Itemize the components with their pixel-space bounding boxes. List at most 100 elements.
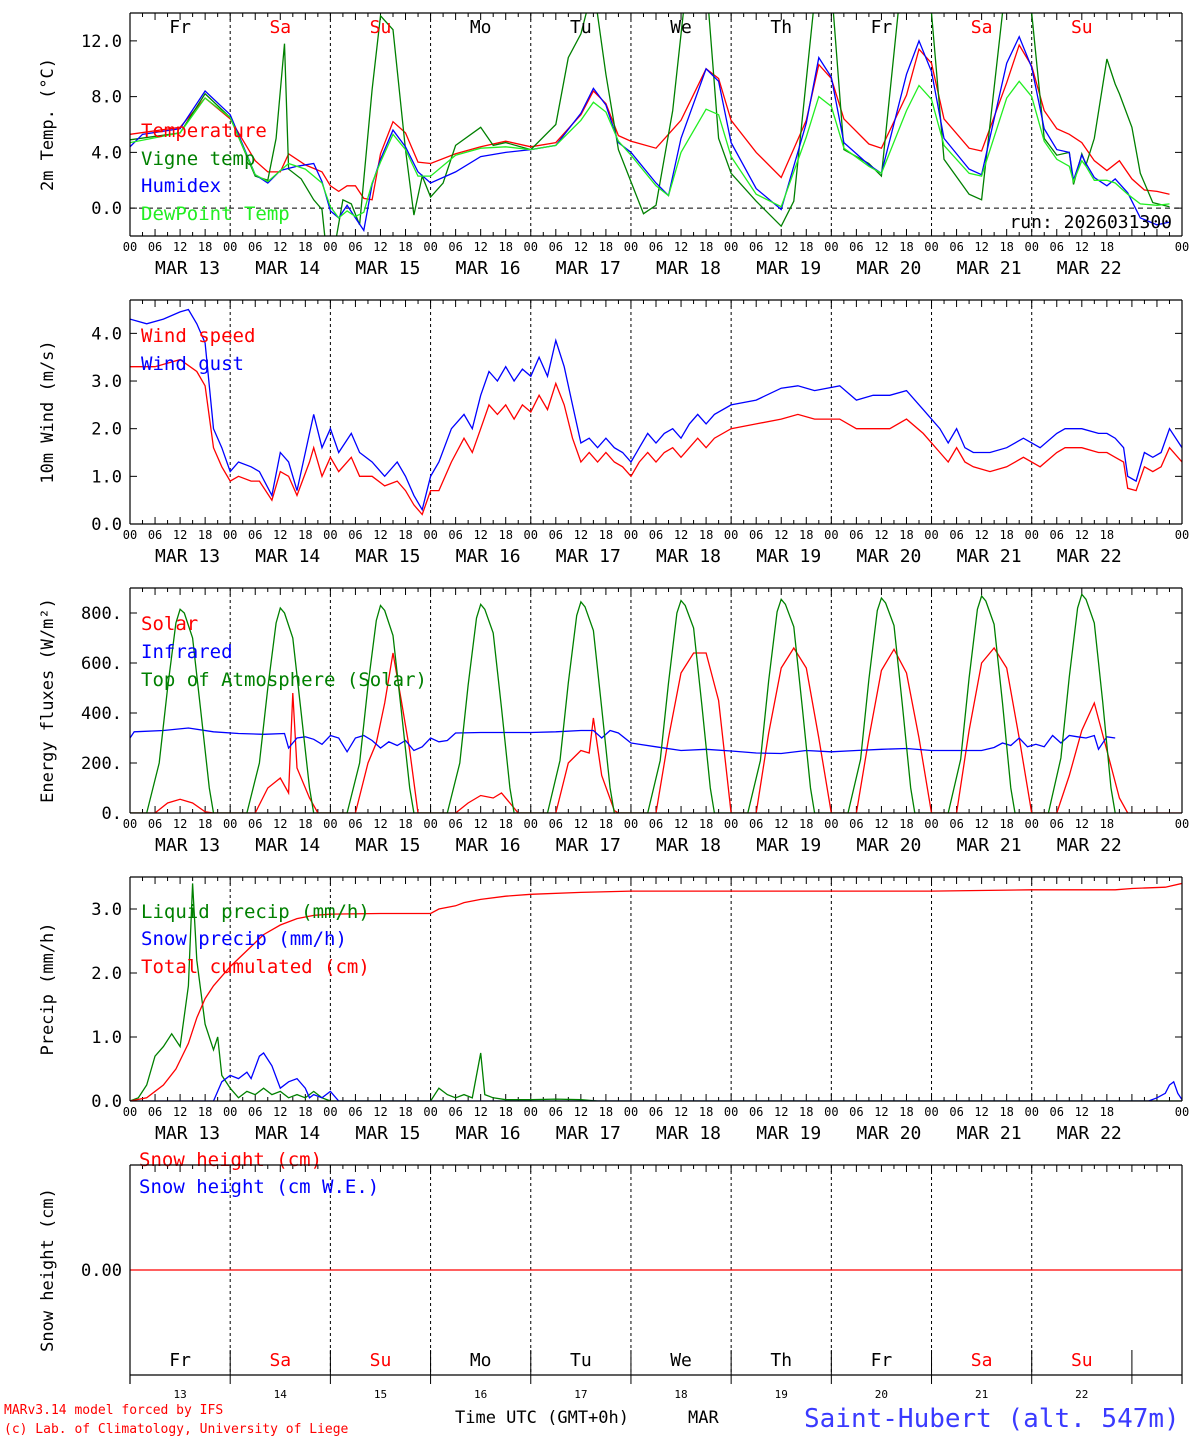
date-label: MAR 13 bbox=[155, 258, 220, 279]
hour-label: 18 bbox=[799, 240, 813, 254]
weekday-label: Mo bbox=[470, 1350, 492, 1371]
hour-label: 12 bbox=[974, 528, 988, 542]
hour-label: 06 bbox=[348, 528, 362, 542]
hour-label: 18 bbox=[999, 1105, 1013, 1119]
hour-label: 00 bbox=[423, 817, 437, 831]
hour-label: 06 bbox=[148, 528, 162, 542]
hour-label: 18 bbox=[198, 817, 212, 831]
y-tick-label: 1.0 bbox=[91, 467, 122, 487]
date-label: MAR 21 bbox=[957, 835, 1022, 856]
date-label: MAR 17 bbox=[556, 835, 621, 856]
legend-entry: Solar bbox=[141, 613, 198, 635]
hour-label: 06 bbox=[448, 528, 462, 542]
date-label: MAR 13 bbox=[155, 835, 220, 856]
hour-label: 12 bbox=[574, 817, 588, 831]
hour-label: 18 bbox=[699, 528, 713, 542]
hour-label: 18 bbox=[1100, 817, 1114, 831]
hour-label: 00 bbox=[724, 1105, 738, 1119]
day-number-label: 13 bbox=[173, 1388, 186, 1401]
hour-label: 00 bbox=[524, 1105, 538, 1119]
date-label: MAR 19 bbox=[756, 258, 821, 279]
hour-label: 12 bbox=[874, 817, 888, 831]
series-vigne-temp bbox=[130, 13, 1170, 236]
series-wind-gust bbox=[130, 308, 1182, 512]
y-tick-label: 0.00 bbox=[81, 1261, 122, 1281]
series-top-of-atmosphere-solar bbox=[130, 592, 1116, 813]
station-title: Saint-Hubert (alt. 547m) bbox=[804, 1404, 1180, 1434]
hour-label: 00 bbox=[524, 528, 538, 542]
y-tick-label: 3.0 bbox=[91, 372, 122, 392]
legend-entry: Infrared bbox=[141, 641, 233, 663]
hour-label: 12 bbox=[473, 1105, 487, 1119]
hour-label: 06 bbox=[148, 240, 162, 254]
y-tick-label: 3.0 bbox=[91, 900, 122, 920]
hour-label: 00 bbox=[524, 240, 538, 254]
hour-label: 18 bbox=[398, 817, 412, 831]
weekday-label: Sa bbox=[269, 17, 291, 38]
day-number-label: 21 bbox=[975, 1388, 988, 1401]
legend-entry: Liquid precip (mm/h) bbox=[141, 901, 370, 923]
hour-label: 12 bbox=[373, 240, 387, 254]
y-axis-title: 10m Wind (m/s) bbox=[38, 340, 58, 483]
hour-label: 12 bbox=[574, 240, 588, 254]
hour-label: 00 bbox=[323, 817, 337, 831]
panel-precip: 0.0 1.0 2.0 3.0 Precip (mm/h) Liquid precip (… bbox=[38, 876, 1189, 1144]
hour-label: 06 bbox=[749, 240, 763, 254]
date-label: MAR 15 bbox=[355, 258, 420, 279]
date-label: MAR 22 bbox=[1057, 546, 1122, 567]
y-tick-label: 0.0 bbox=[91, 515, 122, 535]
y-tick-label: 0. bbox=[102, 804, 122, 824]
hour-label: 12 bbox=[173, 240, 187, 254]
hour-label: 18 bbox=[498, 528, 512, 542]
y-tick-label: 8.0 bbox=[91, 88, 122, 108]
date-label: MAR 19 bbox=[756, 1123, 821, 1144]
month-label: MAR bbox=[688, 1408, 719, 1428]
date-label: MAR 19 bbox=[756, 546, 821, 567]
hour-label: 06 bbox=[248, 240, 262, 254]
hour-label: 12 bbox=[674, 817, 688, 831]
date-label: MAR 22 bbox=[1057, 835, 1122, 856]
date-label: MAR 21 bbox=[957, 258, 1022, 279]
hour-label: 06 bbox=[549, 528, 563, 542]
hour-label: 18 bbox=[899, 240, 913, 254]
series-humidex bbox=[130, 35, 1170, 233]
hour-label: 12 bbox=[1075, 817, 1089, 831]
day-number-label: 14 bbox=[274, 1388, 288, 1401]
series-infrared bbox=[130, 727, 1116, 755]
hour-label: 00 bbox=[223, 817, 237, 831]
weekday-label: We bbox=[670, 17, 692, 38]
hour-label: 06 bbox=[549, 817, 563, 831]
hour-label: 18 bbox=[298, 1105, 312, 1119]
y-tick-label: 1.0 bbox=[91, 1028, 122, 1048]
hour-label: 12 bbox=[1075, 240, 1089, 254]
hour-label: 12 bbox=[974, 817, 988, 831]
hour-label: 00 bbox=[423, 1105, 437, 1119]
hour-label: 00 bbox=[724, 240, 738, 254]
hour-label: 00 bbox=[724, 528, 738, 542]
hour-label: 18 bbox=[799, 528, 813, 542]
hour-label: 06 bbox=[1050, 817, 1064, 831]
hour-label: 18 bbox=[899, 817, 913, 831]
hour-label: 12 bbox=[774, 528, 788, 542]
hour-label: 18 bbox=[398, 528, 412, 542]
hour-label: 12 bbox=[473, 528, 487, 542]
hour-label: 18 bbox=[599, 1105, 613, 1119]
weekday-label: Mo bbox=[470, 17, 492, 38]
y-axis-title: Snow height (cm) bbox=[38, 1188, 58, 1352]
hour-label: 00 bbox=[323, 528, 337, 542]
legend-entry: Temperature bbox=[141, 120, 267, 142]
y-tick-label: 0.0 bbox=[91, 199, 122, 219]
weekday-label: Su bbox=[370, 17, 392, 38]
weekday-label: Sa bbox=[971, 1350, 993, 1371]
day-number-label: 17 bbox=[574, 1388, 587, 1401]
hour-label: 06 bbox=[649, 817, 663, 831]
date-label: MAR 13 bbox=[155, 1123, 220, 1144]
legend-entry: Wind speed bbox=[141, 325, 255, 347]
hour-label: 18 bbox=[1100, 1105, 1114, 1119]
hour-label: 00 bbox=[123, 817, 137, 831]
hour-label: 00 bbox=[924, 528, 938, 542]
hour-label: 06 bbox=[549, 240, 563, 254]
legend-entry: Vigne temp bbox=[141, 148, 255, 170]
hour-label: 18 bbox=[699, 1105, 713, 1119]
weekday-label: We bbox=[670, 1350, 692, 1371]
